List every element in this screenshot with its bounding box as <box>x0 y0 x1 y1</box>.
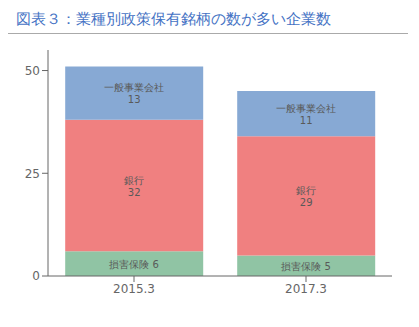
svg-text:銀行29: 銀行29 <box>296 184 316 207</box>
svg-text:一般事業会社11: 一般事業会社11 <box>276 102 336 125</box>
svg-text:銀行32: 銀行32 <box>124 174 144 197</box>
html-text:図表３：業種別政策保有銘柄の数が多い企業数: 図表３：業種別政策保有銘柄の数が多い企業数 <box>16 10 331 28</box>
svg-text:0: 0 <box>32 269 40 283</box>
svg-text:50: 50 <box>25 64 40 78</box>
svg-text:2017.3: 2017.3 <box>285 282 327 296</box>
svg-text:損害保険 6: 損害保険 6 <box>109 258 159 269</box>
svg-text:25: 25 <box>25 167 40 181</box>
svg-text:損害保険 5: 損害保険 5 <box>281 260 331 271</box>
svg-text:2015.3: 2015.3 <box>113 282 155 296</box>
svg-text:一般事業会社13: 一般事業会社13 <box>104 82 164 105</box>
